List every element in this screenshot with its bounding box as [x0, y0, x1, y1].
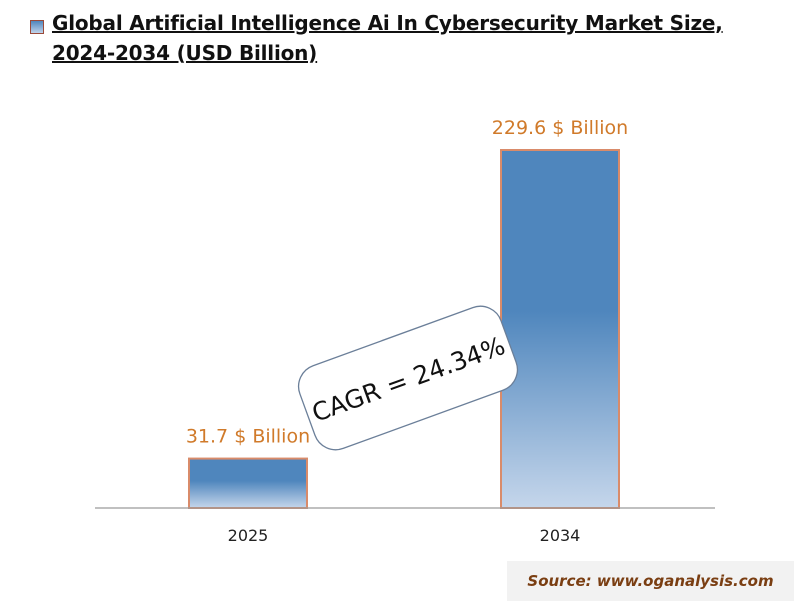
chart-title-row: Global Artificial Intelligence Ai In Cyb…	[30, 8, 790, 68]
bar-2034	[500, 149, 620, 509]
bar-2025	[188, 457, 308, 509]
source-label: Source: www.oganalysis.com	[527, 572, 774, 590]
chart-title: Global Artificial Intelligence Ai In Cyb…	[52, 11, 723, 65]
bullet-square-icon	[30, 20, 44, 34]
cagr-box	[297, 305, 519, 451]
x-tick-label-2034: 2034	[540, 526, 581, 545]
value-label-2034: 229.6 $ Billion	[492, 117, 628, 139]
value-label-2025: 31.7 $ Billion	[186, 426, 310, 448]
source-box: Source: www.oganalysis.com	[507, 561, 794, 601]
x-tick-label-2025: 2025	[228, 526, 269, 545]
